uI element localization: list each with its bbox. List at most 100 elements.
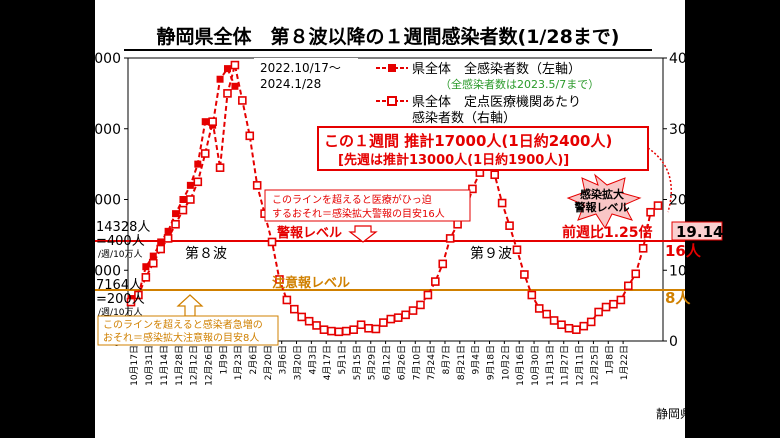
caution-left-per: =200人 [96, 292, 145, 307]
per-clinic-point [356, 320, 366, 330]
alarm-line-label: 警報レベル [277, 225, 342, 241]
caution-left-unit: /週/10万人 [98, 307, 143, 318]
per-clinic-point [638, 244, 648, 253]
per-clinic-point [223, 89, 232, 98]
per-clinic-point [386, 314, 396, 324]
per-clinic-point [238, 96, 247, 105]
per-clinic-point [586, 317, 596, 327]
right-tick-label: 0 [669, 334, 678, 350]
x-tick-label: 1月8日 [604, 345, 615, 374]
x-tick-label: 10月2日 [500, 345, 511, 380]
x-tick-label: 7月10日 [411, 345, 422, 380]
per-clinic-point [134, 290, 143, 300]
x-tick-label: 12月12日 [189, 345, 200, 386]
per-clinic-point [445, 234, 455, 243]
per-clinic-point [178, 205, 188, 215]
left-tick-label: 20000 [76, 193, 121, 209]
x-tick-label: 11月28日 [174, 345, 185, 386]
wave9-label: 第９波 [470, 245, 512, 262]
total-point [164, 227, 172, 235]
chart-title: 静岡県全体 第８波以降の１週間感染者数(1/28まで) [157, 25, 620, 48]
caution-note-box [97, 315, 279, 346]
x-tick-label: 2月6日 [248, 345, 259, 374]
x-tick-label: 12月11日 [575, 345, 586, 386]
alarm-down-arrow [348, 225, 378, 243]
caution-line-label: 注意報レベル [272, 275, 350, 291]
x-tick-label: 1月22日 [619, 345, 630, 380]
per-clinic-point [171, 219, 180, 229]
per-clinic-point [215, 163, 225, 172]
weekly-estimate-line1: この１週間 推計17000人(1日約2400人) [324, 132, 612, 150]
per-clinic-point [423, 290, 433, 300]
per-clinic-point [609, 299, 618, 309]
x-tick-label: 4月3日 [307, 345, 318, 374]
alarm-note-line1: このラインを超えると医療がひっ迫 [272, 193, 432, 206]
per-clinic-point [304, 316, 314, 326]
right-tick-label: 10 [669, 263, 687, 279]
x-tick-label: 6月12日 [382, 345, 393, 380]
per-clinic-point [527, 290, 537, 300]
per-clinic-point [327, 326, 336, 336]
per-clinic-point [364, 323, 373, 333]
legend-series2: 県全体 定点医療機関あたり [412, 94, 581, 110]
alert-star-line2: 警報レベル [574, 200, 630, 214]
x-tick-label: 11月14日 [159, 345, 170, 386]
alert-starburst [566, 173, 642, 230]
alarm-left-value: 14328人 [96, 220, 150, 235]
alert-star-line1: 感染拡大 [580, 187, 624, 201]
left-tick-label: 10000 [76, 263, 121, 279]
per-clinic-point [601, 302, 611, 312]
x-tick-label: 11月27日 [560, 345, 571, 386]
per-clinic-point [512, 245, 522, 255]
alarm-right-label: 16人 [665, 242, 702, 260]
per-clinic-point [208, 117, 217, 126]
per-clinic-point [297, 312, 307, 322]
x-tick-label: 12月25日 [589, 345, 600, 386]
right-tick-label: 30 [669, 122, 687, 138]
per-clinic-point [163, 234, 173, 243]
per-clinic-point [542, 309, 551, 319]
right-tick-label: 40 [669, 51, 687, 67]
per-clinic-point [393, 313, 403, 322]
total-point [142, 263, 150, 271]
per-clinic-point [453, 219, 462, 229]
per-clinic-point [631, 269, 641, 279]
per-clinic-point [490, 170, 500, 180]
per-clinic-point [193, 177, 203, 187]
x-tick-label: 8月21日 [456, 345, 467, 380]
per-clinic-point [252, 181, 262, 190]
caution-right-label: 8人 [665, 289, 691, 307]
caution-note-line1: このラインを超えると感染者急増の [103, 318, 263, 331]
total-point [157, 238, 165, 246]
per-clinic-point [312, 321, 321, 330]
week-ratio: 前週比1.25倍 [562, 224, 653, 241]
per-clinic-point [186, 195, 195, 204]
per-clinic-point [549, 316, 559, 325]
left-tick-label: 40000 [76, 51, 121, 67]
per-clinic-point [408, 306, 418, 315]
per-clinic-point [646, 207, 655, 217]
per-clinic-point [267, 237, 277, 247]
left-tick-label: 30000 [76, 122, 121, 138]
total-point [149, 252, 157, 260]
x-tick-label: 10月30日 [530, 345, 541, 386]
x-tick-label: 11月13日 [545, 345, 556, 386]
per-clinic-point [289, 304, 299, 314]
x-tick-label: 9月18日 [486, 345, 497, 380]
per-clinic-point [148, 258, 158, 268]
caution-note-line2: おそれ＝感染拡大注意報の目安8人 [103, 331, 259, 344]
per-clinic-point [200, 149, 210, 158]
per-clinic-point [616, 295, 626, 305]
per-clinic-point [379, 318, 388, 327]
total-point [216, 75, 224, 83]
total-point [201, 118, 209, 126]
x-tick-label: 12月26日 [203, 345, 214, 386]
period-start: 2022.10/17～ [260, 61, 341, 75]
per-clinic-point [520, 270, 529, 279]
per-clinic-point [334, 327, 344, 337]
per-clinic-point [401, 310, 410, 320]
per-clinic-point [594, 307, 603, 317]
x-tick-label: 1月9日 [218, 345, 229, 374]
alarm-left-unit: /週/10万人 [98, 249, 143, 260]
total-point [172, 210, 180, 218]
